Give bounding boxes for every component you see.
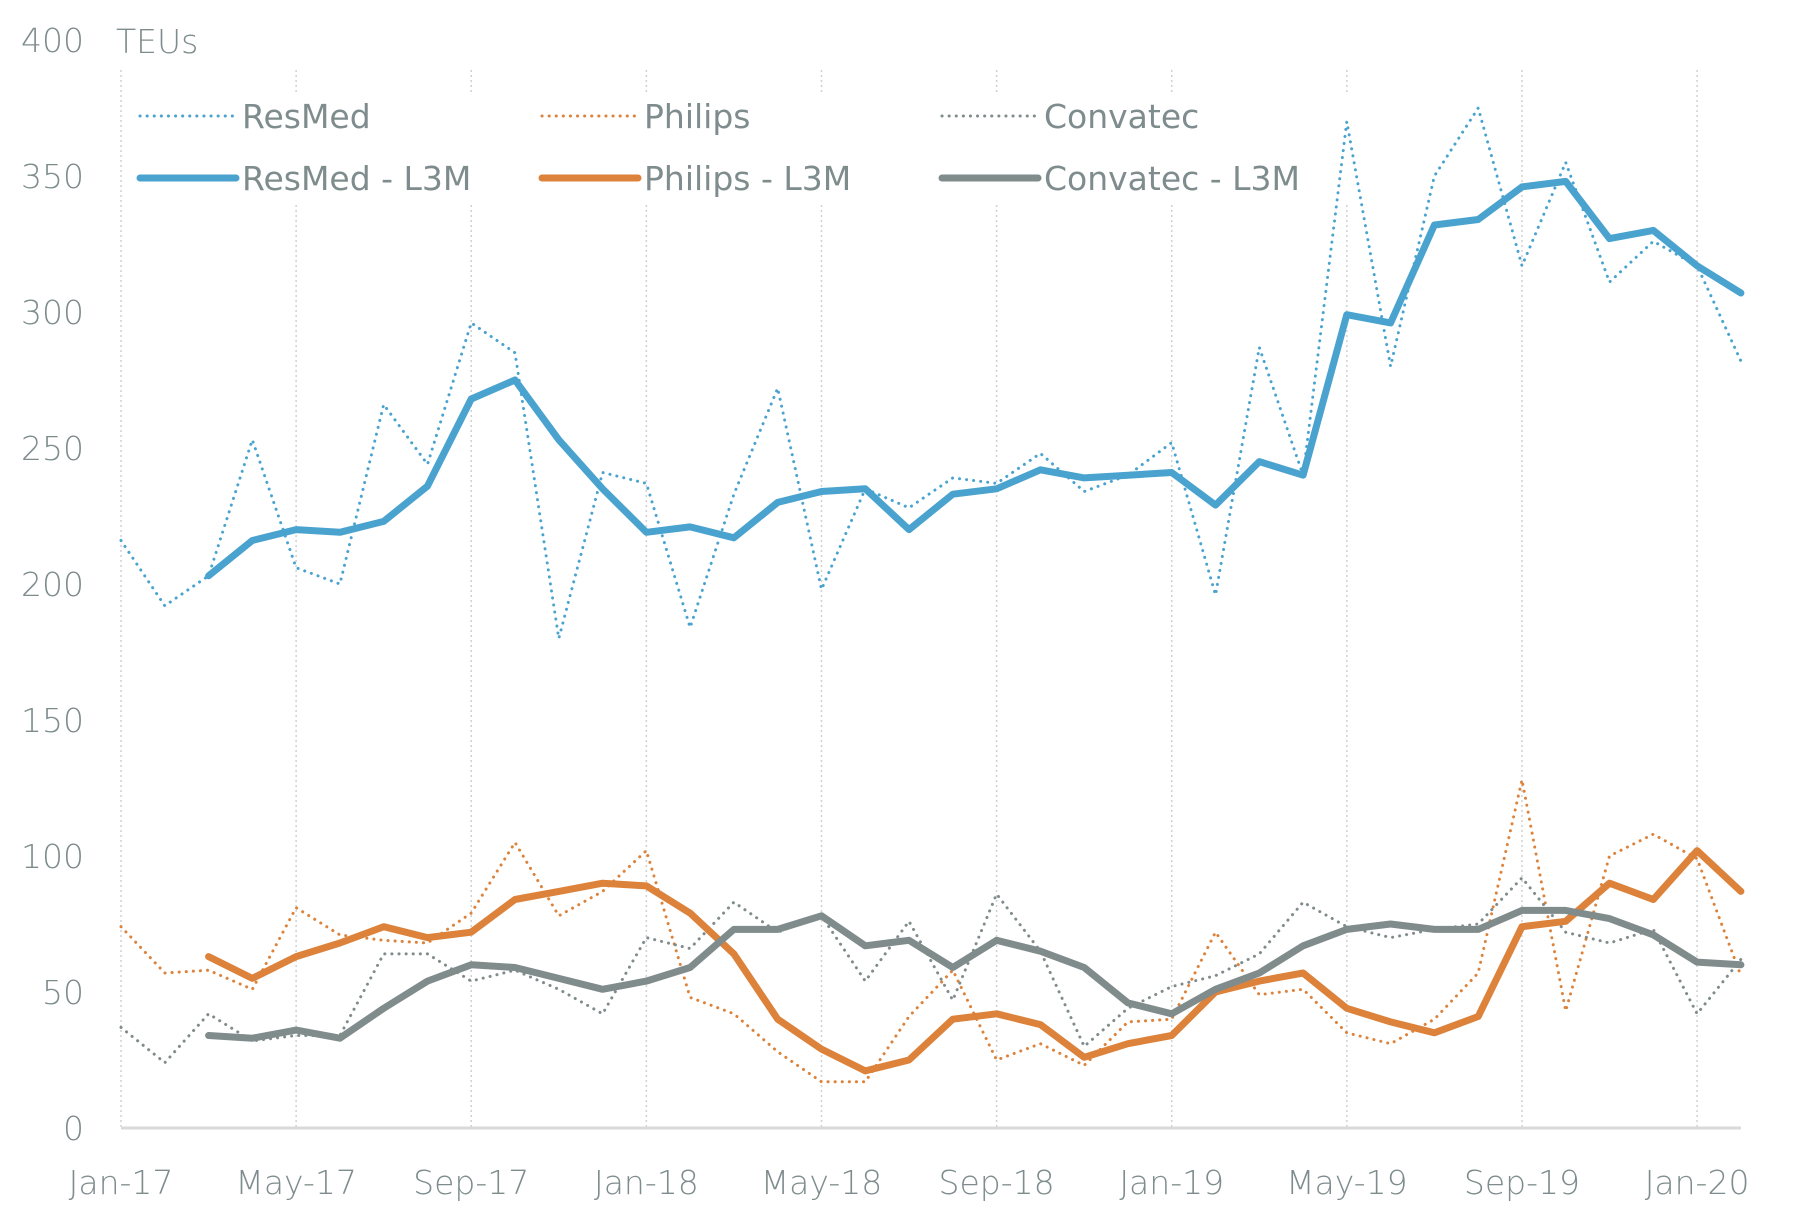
legend-label: Convatec [1044,97,1199,136]
x-tick-label: Sep-18 [939,1163,1055,1202]
series-convatec [119,876,1743,1065]
legend-item: ResMed [138,97,371,136]
x-tick-label: May-17 [235,1163,357,1202]
x-tick-label: Sep-17 [413,1163,529,1202]
y-tick-label: 100 [21,837,84,876]
series-resmed [119,106,1743,640]
legend-background [130,92,1370,204]
series-philips-l3m [205,847,1745,1075]
legend-label: ResMed - L3M [242,159,471,198]
y-tick-label: 200 [21,565,84,604]
y-tick-label: 400 [21,21,84,60]
legend-item: ResMed - L3M [136,159,471,198]
x-tick-label: Jan-19 [1119,1163,1224,1202]
x-tick-label: Jan-17 [69,1163,174,1202]
series-lines [119,106,1745,1084]
y-tick-label: 0 [63,1109,84,1148]
x-tick-label: Jan-18 [594,1163,699,1202]
legend-item: Philips [540,97,750,136]
legend-item: Convatec - L3M [938,159,1300,198]
legend-label: ResMed [242,97,371,136]
y-axis-label: TEUs [116,22,198,61]
x-tick-label: Sep-19 [1464,1163,1580,1202]
legend-label: Convatec - L3M [1044,159,1300,198]
legend-item: Philips - L3M [538,159,851,198]
series-convatec-l3m [205,906,1745,1042]
legend: ResMed Philips Convatec ResMed - L3M Philips… [136,97,1300,198]
legend-item: Convatec [940,97,1199,136]
x-tick-label: Jan-20 [1645,1163,1750,1202]
series-philips [119,778,1743,1084]
y-tick-label: 50 [42,973,84,1012]
legend-label: Philips [644,97,750,136]
series-resmed-l3m [205,177,1745,580]
y-tick-label: 250 [21,429,84,468]
y-tick-label: 350 [21,157,84,196]
y-tick-label: 150 [21,701,84,740]
y-axis-ticks: 0 50 100 150 200 250 300 350 400 [21,21,84,1148]
x-tick-label: May-19 [1286,1163,1408,1202]
legend-label: Philips - L3M [644,159,851,198]
gridlines [120,70,1698,1128]
y-tick-label: 300 [21,293,84,332]
x-tick-label: May-18 [761,1163,883,1202]
x-axis-ticks: Jan-17 May-17 Sep-17 Jan-18 May-18 Sep-18 Jan-… [69,1163,1750,1202]
